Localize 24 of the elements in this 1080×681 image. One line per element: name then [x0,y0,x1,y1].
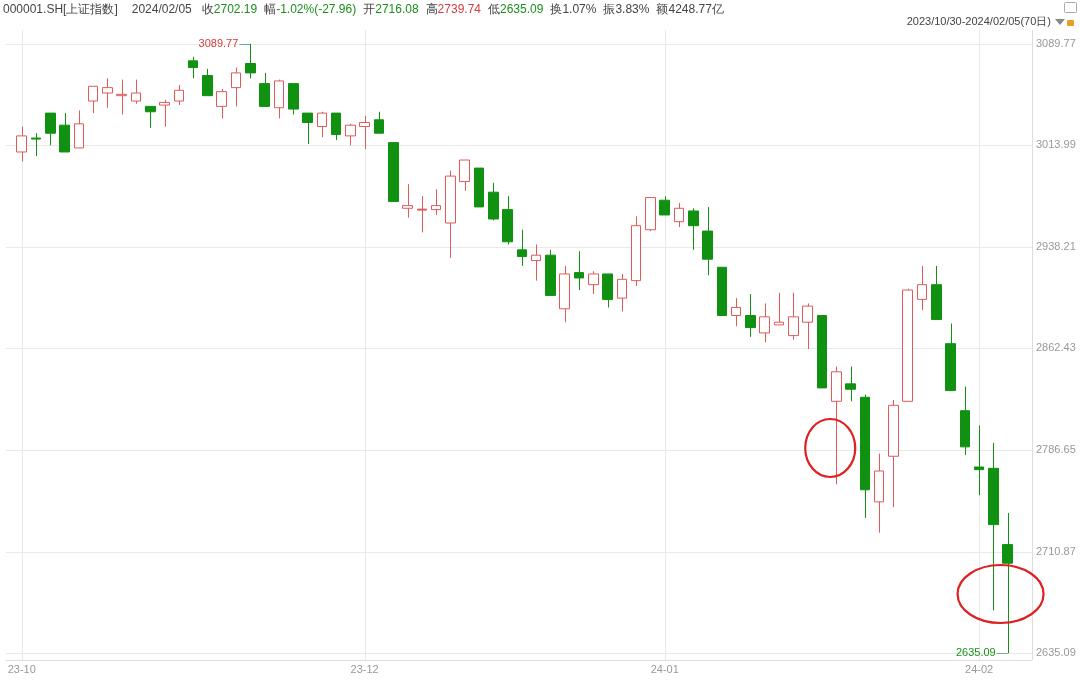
chart-title: 000001.SH[上证指数] [3,1,118,16]
text: 开2716.08 [363,1,419,16]
x-tick-label: 23-10 [7,663,36,675]
annotation: 3089.77 [198,37,239,50]
y-tick-label: 3089.77 [1036,36,1076,49]
text: 2024/02/05 [131,1,193,16]
text: 振3.83% [603,1,650,16]
x-tick-label: 24-01 [650,663,679,675]
text: 额4248.77亿 [656,1,724,16]
text: 低2635.09 [488,1,544,16]
annotation: 2635.09 [955,646,996,659]
x-tick-label: 23-12 [350,663,379,675]
y-tick-label: 2635.09 [1036,646,1076,659]
y-tick-label: 3013.99 [1036,138,1076,151]
y-tick-label: 2938.21 [1036,239,1076,252]
x-tick-label: 24-02 [965,663,994,675]
y-tick-label: 2710.87 [1036,544,1076,557]
y-tick-label: 2786.65 [1036,442,1076,455]
text: 换1.07% [550,1,597,16]
text: 收2702.19 [201,1,258,16]
text: 高2739.74 [425,1,482,16]
text: 幅-1.02%(-27.96) [264,1,357,16]
chart-subtitle: 2023/10/30-2024/02/05(70日) [906,15,1051,27]
y-tick-label: 2862.43 [1036,341,1076,354]
